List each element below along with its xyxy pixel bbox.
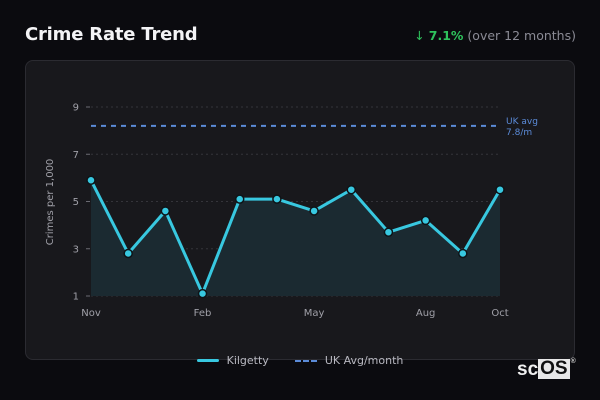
logo-boxed: OS <box>538 358 570 379</box>
legend-item-uk-avg[interactable]: UK Avg/month <box>294 354 404 367</box>
chart-legend: Kilgetty UK Avg/month <box>0 354 600 367</box>
uk-avg-annotation-line2: 7.8/m <box>506 128 532 138</box>
legend-item-kilgetty[interactable]: Kilgetty <box>196 354 269 367</box>
data-point[interactable] <box>458 248 468 259</box>
series-line-kilgetty <box>89 179 502 296</box>
data-point[interactable] <box>272 194 282 204</box>
y-tick-label: 5 <box>73 197 79 208</box>
y-tick-label: 1 <box>73 292 79 303</box>
y-tick-label: 3 <box>73 244 79 255</box>
data-point[interactable] <box>123 248 133 259</box>
x-tick-label: Oct <box>491 308 508 319</box>
solid-line-swatch-icon <box>196 359 219 362</box>
y-axis-ticks: 1 3 5 7 9 <box>73 103 90 303</box>
change-period: (over 12 months) <box>467 28 576 43</box>
data-point[interactable] <box>86 175 96 185</box>
data-point[interactable] <box>383 227 394 237</box>
data-point[interactable] <box>420 215 431 226</box>
dashed-line-swatch-icon <box>294 359 317 362</box>
x-tick-label: Nov <box>81 308 101 319</box>
y-tick-label: 7 <box>73 150 79 161</box>
x-tick-label: May <box>304 308 325 319</box>
logo-prefix: sc <box>517 359 539 380</box>
legend-label: UK Avg/month <box>324 354 404 367</box>
y-tick-label: 9 <box>73 103 79 114</box>
series-area-kilgetty <box>91 180 500 296</box>
x-axis-ticks: Nov Feb May Aug Oct <box>81 308 508 319</box>
data-point[interactable] <box>160 206 171 216</box>
scos-logo: sc OS ® <box>517 358 576 381</box>
change-indicator: ↓ 7.1% (over 12 months) <box>414 28 576 43</box>
data-point[interactable] <box>309 206 319 216</box>
data-point[interactable] <box>495 184 505 195</box>
y-axis-label: Crimes per 1,000 <box>45 159 56 246</box>
data-point[interactable] <box>197 288 208 299</box>
registered-icon: ® <box>570 358 576 365</box>
legend-label: Kilgetty <box>226 354 269 367</box>
data-points <box>86 175 505 299</box>
page-title: Crime Rate Trend <box>25 24 198 45</box>
uk-avg-annotation-line1: UK avg <box>506 117 538 127</box>
down-arrow-icon: ↓ <box>414 28 425 43</box>
change-value: 7.1% <box>428 28 464 43</box>
data-point[interactable] <box>234 194 245 204</box>
x-tick-label: Aug <box>416 308 436 319</box>
data-point[interactable] <box>346 184 357 195</box>
x-tick-label: Feb <box>194 308 212 319</box>
